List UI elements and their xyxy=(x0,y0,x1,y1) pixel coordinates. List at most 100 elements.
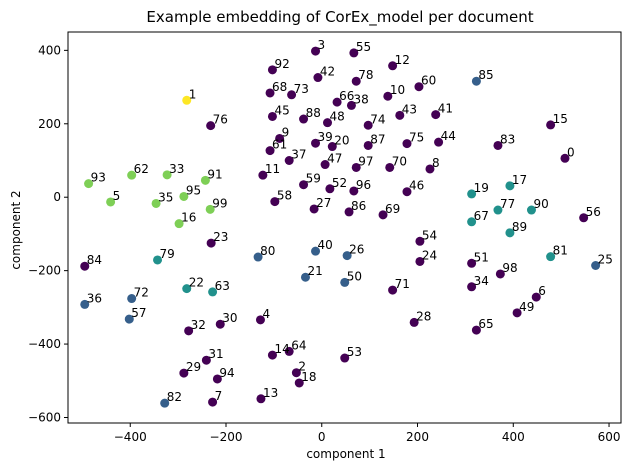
data-point-22 xyxy=(182,284,192,294)
data-point-55 xyxy=(349,48,359,58)
y-axis-label: component 2 xyxy=(9,190,23,269)
data-point-7 xyxy=(208,397,218,407)
point-label-22: 22 xyxy=(189,276,204,290)
data-point-93 xyxy=(84,179,94,189)
point-label-33: 33 xyxy=(169,162,184,176)
point-label-3: 3 xyxy=(318,38,326,52)
point-label-9: 9 xyxy=(282,125,290,139)
data-point-50 xyxy=(340,277,350,287)
point-label-95: 95 xyxy=(186,183,201,197)
data-point-35 xyxy=(151,198,161,208)
data-point-18 xyxy=(294,378,304,388)
point-label-89: 89 xyxy=(512,220,527,234)
point-label-64: 64 xyxy=(291,338,306,352)
point-label-52: 52 xyxy=(332,176,347,190)
data-point-14 xyxy=(267,350,277,360)
data-point-27 xyxy=(309,204,319,214)
point-label-44: 44 xyxy=(441,129,456,143)
point-label-75: 75 xyxy=(409,131,424,145)
point-label-86: 86 xyxy=(351,199,366,213)
data-point-6 xyxy=(531,292,541,302)
point-label-53: 53 xyxy=(347,345,362,359)
data-point-57 xyxy=(124,314,134,324)
y-tick-label: −400 xyxy=(28,337,61,351)
data-point-77 xyxy=(493,205,503,215)
point-label-35: 35 xyxy=(158,190,173,204)
data-point-88 xyxy=(299,114,309,124)
data-point-81 xyxy=(546,252,556,262)
data-point-13 xyxy=(256,394,266,404)
y-tick-label: 200 xyxy=(38,117,61,131)
point-label-65: 65 xyxy=(478,317,493,331)
point-label-49: 49 xyxy=(519,300,534,314)
point-label-6: 6 xyxy=(538,284,546,298)
y-tick-label: −600 xyxy=(28,410,61,424)
data-point-20 xyxy=(327,142,337,152)
data-point-99 xyxy=(205,204,215,214)
point-label-48: 48 xyxy=(330,110,345,124)
data-point-19 xyxy=(467,189,477,199)
data-point-41 xyxy=(431,110,441,120)
data-point-60 xyxy=(414,82,424,92)
data-point-98 xyxy=(495,269,505,279)
y-tick-label: −200 xyxy=(28,264,61,278)
data-point-59 xyxy=(299,180,309,190)
point-label-96: 96 xyxy=(356,178,371,192)
point-label-97: 97 xyxy=(358,154,373,168)
data-point-37 xyxy=(284,155,294,165)
point-label-39: 39 xyxy=(318,130,333,144)
point-label-74: 74 xyxy=(370,112,385,126)
point-label-73: 73 xyxy=(294,82,309,96)
data-point-61 xyxy=(265,146,275,156)
data-point-38 xyxy=(346,100,356,110)
point-label-16: 16 xyxy=(181,211,196,225)
data-point-5 xyxy=(106,197,116,207)
data-point-96 xyxy=(349,186,359,196)
point-label-54: 54 xyxy=(422,228,437,242)
point-label-76: 76 xyxy=(213,113,228,127)
point-label-77: 77 xyxy=(500,197,515,211)
data-point-49 xyxy=(512,308,522,318)
point-label-93: 93 xyxy=(91,171,106,185)
data-point-92 xyxy=(267,65,277,75)
data-point-24 xyxy=(415,256,425,266)
point-label-12: 12 xyxy=(395,53,410,67)
point-label-28: 28 xyxy=(416,309,431,323)
data-point-42 xyxy=(313,73,323,83)
point-label-11: 11 xyxy=(265,162,280,176)
y-tick-label: 0 xyxy=(53,190,61,204)
data-point-53 xyxy=(340,353,350,363)
point-label-13: 13 xyxy=(263,386,278,400)
point-label-32: 32 xyxy=(191,318,206,332)
data-point-75 xyxy=(402,139,412,149)
data-point-34 xyxy=(467,282,477,292)
data-point-4 xyxy=(255,315,265,325)
data-point-52 xyxy=(325,184,335,194)
data-point-8 xyxy=(425,164,435,174)
point-label-29: 29 xyxy=(186,360,201,374)
point-label-37: 37 xyxy=(291,147,306,161)
data-point-94 xyxy=(212,374,222,384)
data-point-67 xyxy=(467,217,477,227)
point-label-59: 59 xyxy=(306,172,321,186)
data-point-17 xyxy=(505,181,515,191)
point-label-58: 58 xyxy=(277,189,292,203)
data-point-97 xyxy=(351,162,361,172)
point-label-67: 67 xyxy=(474,209,489,223)
point-label-63: 63 xyxy=(215,279,230,293)
data-point-82 xyxy=(160,398,170,408)
point-label-14: 14 xyxy=(274,342,289,356)
data-point-84 xyxy=(80,261,90,271)
data-point-78 xyxy=(351,76,361,86)
point-label-4: 4 xyxy=(262,307,270,321)
point-label-79: 79 xyxy=(160,247,175,261)
x-tick-label: 400 xyxy=(502,430,525,444)
point-label-45: 45 xyxy=(274,103,289,117)
point-label-69: 69 xyxy=(385,202,400,216)
data-point-89 xyxy=(505,228,515,238)
data-point-44 xyxy=(434,137,444,147)
chart-title: Example embedding of CorEx_model per doc… xyxy=(146,8,533,27)
data-point-73 xyxy=(287,90,297,100)
point-label-23: 23 xyxy=(213,230,228,244)
point-label-56: 56 xyxy=(586,205,601,219)
